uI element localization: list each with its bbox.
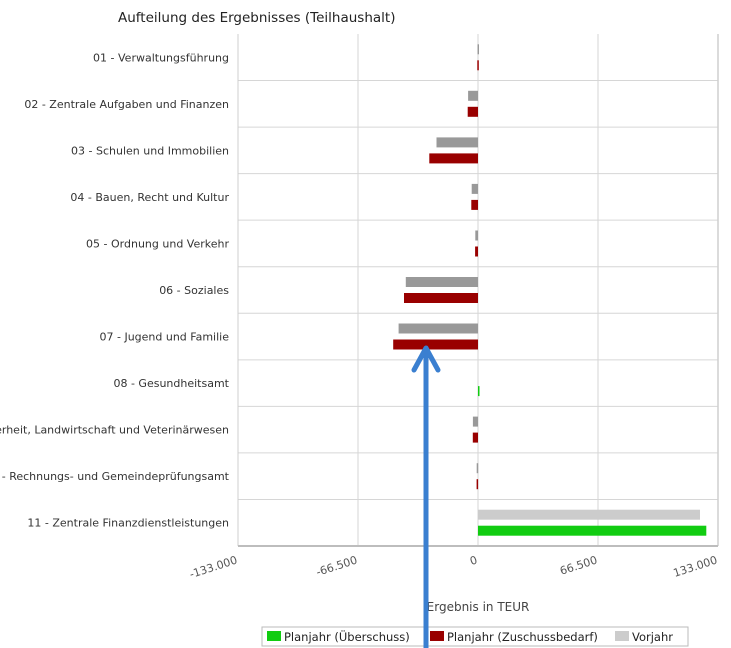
category-labels: 01 - Verwaltungsführung 02 - Zentrale Auf… [0,51,230,529]
bar-planjahr[interactable] [471,199,478,210]
annotation-arrow [411,345,441,648]
bar-vorjahr[interactable] [475,230,478,241]
bar-vorjahr[interactable] [472,416,478,427]
bar-vorjahr[interactable] [471,183,478,194]
plot-area [237,34,719,547]
legend-label[interactable]: Planjahr (Überschuss) [284,628,410,644]
legend-box [261,626,689,647]
x-axis-title: Ergebnis in TEUR [427,600,530,614]
category-label: 08 - Gesundheitsamt [113,377,229,390]
bar-planjahr[interactable] [478,386,480,397]
legend-label[interactable]: Planjahr (Zuschussbedarf) [447,630,598,644]
x-tick-label: 0 [468,553,479,568]
category-label: 09 - Arbeitssicherheit, Landwirtschaft u… [0,424,229,437]
category-label: 03 - Schulen und Immobilien [71,144,229,157]
x-tick-labels: -133.000 -66.500 0 66.500 133.000 [188,553,719,581]
bar-planjahr[interactable] [478,525,707,536]
x-tick-label: -133.000 [188,553,239,581]
legend[interactable]: Planjahr (Überschuss) Planjahr (Zuschussb… [261,626,689,647]
bar-planjahr[interactable] [476,479,479,490]
chart-title: Aufteilung des Ergebnisses (Teilhaushalt… [118,10,395,26]
legend-swatch [615,631,629,641]
bar-planjahr[interactable] [475,246,478,257]
bar-planjahr[interactable] [467,106,478,117]
bar-planjahr[interactable] [404,293,478,303]
x-tick-label: -66.500 [315,553,359,578]
legend-swatch [430,631,444,641]
bar-planjahr[interactable] [472,432,478,443]
bar-vorjahr[interactable] [405,277,478,287]
x-tick-label: 66.500 [558,553,599,577]
category-label: 05 - Ordnung und Verkehr [86,238,229,251]
bars [393,44,707,536]
x-tick-label: 133.000 [672,553,719,579]
category-label: 07 - Jugend und Familie [99,331,229,344]
bar-planjahr[interactable] [429,153,478,164]
bar-vorjahr[interactable] [436,137,479,148]
arrow-head [411,345,441,373]
bar-planjahr[interactable] [477,60,479,71]
category-label: 02 - Zentrale Aufgaben und Finanzen [24,98,229,111]
category-label: 11 - Zentrale Finanzdienstleistungen [27,517,229,530]
bar-vorjahr[interactable] [476,463,479,474]
bar-vorjahr[interactable] [478,509,700,520]
bar-vorjahr[interactable] [398,323,478,334]
bar-vorjahr[interactable] [477,44,480,55]
legend-swatch [267,631,281,641]
category-label: 10 - Rechnungs- und Gemeindeprüfungsamt [0,470,230,483]
bar-vorjahr[interactable] [468,90,478,101]
category-label: 04 - Bauen, Recht und Kultur [70,191,229,204]
bar-planjahr[interactable] [393,339,478,350]
category-label: 06 - Soziales [159,284,229,297]
legend-label[interactable]: Vorjahr [632,630,673,644]
category-label: 01 - Verwaltungsführung [93,51,229,64]
